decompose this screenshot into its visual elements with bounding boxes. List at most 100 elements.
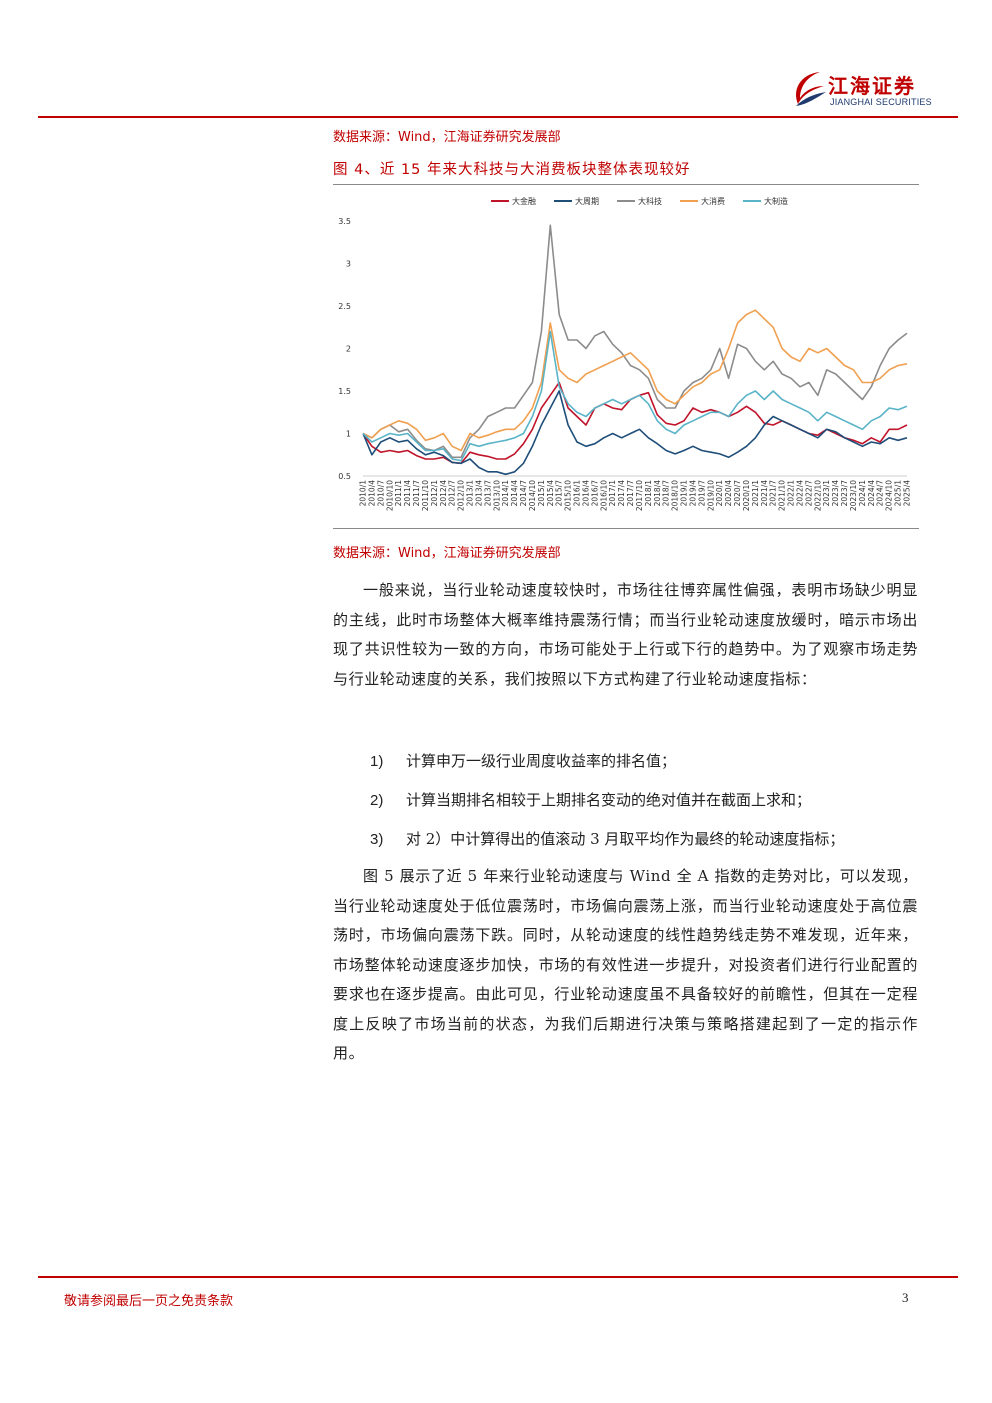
body-paragraph-1: 一般来说，当行业轮动速度较快时，市场往往博弈属性偏强，表明市场缺少明显的主线，此… — [333, 581, 918, 688]
x-tick-label: 2018/10 — [671, 480, 680, 511]
legend-label: 大周期 — [575, 196, 599, 206]
y-tick-label: 3.5 — [338, 217, 351, 226]
logo-english-name: JIANGHAI SECURITIES — [830, 97, 932, 107]
logo-swoosh-icon — [796, 72, 826, 106]
x-tick-label: 2016/10 — [599, 480, 608, 511]
x-tick-label: 2016/1 — [573, 480, 582, 507]
chart-legend: 大金融 大周期 大科技 大消费 大制造 — [491, 196, 788, 206]
figure-source: 数据来源：Wind，江海证券研究发展部 — [333, 546, 561, 561]
x-tick-label: 2013/7 — [483, 480, 492, 507]
y-tick-label: 3 — [346, 260, 351, 269]
x-tick-label: 2023/10 — [849, 480, 858, 511]
x-tick-label: 2015/10 — [564, 480, 573, 511]
series-line-3 — [362, 309, 908, 452]
x-tick-label: 2014/7 — [519, 480, 528, 507]
x-tick-label: 2024/4 — [867, 480, 876, 507]
legend-label: 大科技 — [638, 196, 662, 206]
series-lines — [362, 224, 908, 476]
x-tick-label: 2017/10 — [635, 480, 644, 511]
x-tick-label: 2018/4 — [653, 480, 662, 507]
x-tick-label: 2019/4 — [688, 480, 697, 507]
x-tick-label: 2019/1 — [680, 480, 689, 507]
figure-bottom-rule — [333, 528, 919, 529]
x-tick-label: 2010/7 — [376, 480, 385, 507]
x-tick-label: 2025/4 — [903, 480, 912, 507]
x-tick-label: 2014/1 — [501, 480, 510, 507]
x-tick-label: 2025/1 — [894, 480, 903, 507]
x-tick-label: 2016/7 — [590, 480, 599, 507]
x-tick-label: 2011/4 — [403, 480, 412, 507]
x-tick-label: 2012/10 — [457, 480, 466, 511]
x-tick-label: 2012/1 — [430, 480, 439, 507]
x-tick-label: 2011/1 — [394, 480, 403, 507]
x-tick-label: 2021/4 — [760, 480, 769, 507]
x-tick-label: 2020/4 — [724, 480, 733, 507]
x-tick-label: 2015/4 — [546, 480, 555, 507]
series-line-4 — [362, 330, 908, 462]
x-tick-label: 2020/10 — [742, 480, 751, 511]
body-paragraph-2: 图 5 展示了近 5 年来行业轮动速度与 Wind 全 A 指数的走势对比，可以… — [333, 867, 918, 1062]
x-tick-label: 2022/4 — [795, 480, 804, 507]
x-tick-label: 2018/1 — [644, 480, 653, 507]
x-tick-label: 2021/1 — [751, 480, 760, 507]
x-tick-label: 2023/7 — [840, 480, 849, 507]
logo-chinese-name: 江海证券 — [828, 74, 916, 98]
x-tick-label: 2022/7 — [804, 480, 813, 507]
x-tick-label: 2013/1 — [466, 480, 475, 507]
x-tick-label: 2014/4 — [510, 480, 519, 507]
x-tick-label: 2021/7 — [769, 480, 778, 507]
legend-label: 大消费 — [701, 196, 725, 206]
x-tick-label: 2015/7 — [555, 480, 564, 507]
data-source-top: 数据来源：Wind，江海证券研究发展部 — [333, 130, 561, 145]
figure-top-rule — [333, 184, 919, 185]
x-tick-label: 2011/7 — [412, 480, 421, 507]
x-tick-label: 2020/7 — [733, 480, 742, 507]
x-tick-label: 2013/4 — [474, 480, 483, 507]
x-tick-label: 2018/7 — [662, 480, 671, 507]
footer-disclaimer: 敬请参阅最后一页之免责条款 — [64, 1294, 234, 1309]
legend-label: 大制造 — [764, 196, 788, 206]
x-axis: 2010/1 2010/4 2010/7 2010/10 2011/1 2011/4 201… — [359, 480, 912, 511]
page-number: 3 — [902, 1290, 909, 1305]
list-item: 1) 计算申万一级行业周度收益率的排名值； — [370, 752, 677, 770]
series-line-1 — [362, 390, 908, 476]
x-tick-label: 2016/4 — [581, 480, 590, 507]
x-tick-label: 2012/7 — [448, 480, 457, 507]
footer-divider — [38, 1276, 958, 1278]
x-tick-label: 2022/10 — [813, 480, 822, 511]
x-tick-label: 2019/7 — [697, 480, 706, 507]
x-tick-label: 2012/4 — [439, 480, 448, 507]
line-chart: 大金融 大周期 大科技 大消费 大制造 0.511.522.533.5 2010/1 20… — [338, 196, 912, 511]
x-tick-label: 2020/1 — [715, 480, 724, 507]
x-tick-label: 2010/4 — [367, 480, 376, 507]
x-tick-label: 2014/10 — [528, 480, 537, 511]
y-tick-label: 2 — [346, 345, 351, 354]
x-tick-label: 2015/1 — [537, 480, 546, 507]
x-tick-label: 2023/4 — [831, 480, 840, 507]
y-tick-label: 0.5 — [338, 472, 351, 481]
company-logo: 江海证券 JIANGHAI SECURITIES — [790, 68, 940, 112]
x-tick-label: 2024/7 — [876, 480, 885, 507]
legend-label: 大金融 — [512, 196, 536, 206]
y-tick-label: 1.5 — [338, 387, 351, 396]
x-tick-label: 2021/10 — [778, 480, 787, 511]
figure-title: 图 4、近 15 年来大科技与大消费板块整体表现较好 — [333, 162, 691, 178]
y-tick-label: 1 — [346, 430, 351, 439]
header-divider — [38, 116, 958, 118]
list-item: 3) 对 2）中计算得出的值滚动 3 月取平均作为最终的轮动速度指标； — [370, 830, 845, 848]
list-item: 2) 计算当期排名相较于上期排名变动的绝对值并在截面上求和； — [370, 791, 812, 809]
x-tick-label: 2017/4 — [617, 480, 626, 507]
x-tick-label: 2019/10 — [706, 480, 715, 511]
x-tick-label: 2022/1 — [787, 480, 796, 507]
x-tick-label: 2010/10 — [385, 480, 394, 511]
x-tick-label: 2010/1 — [359, 480, 368, 507]
y-axis: 0.5 1 1.5 2 2.5 3 3.5 — [338, 217, 907, 481]
x-tick-label: 2017/1 — [608, 480, 617, 507]
x-tick-label: 2017/7 — [626, 480, 635, 507]
x-tick-label: 2024/10 — [885, 480, 894, 511]
x-tick-label: 2013/10 — [492, 480, 501, 511]
x-tick-label: 2011/10 — [421, 480, 430, 511]
y-tick-label: 2.5 — [338, 302, 351, 311]
x-tick-label: 2024/1 — [858, 480, 867, 507]
series-line-2 — [362, 224, 908, 459]
